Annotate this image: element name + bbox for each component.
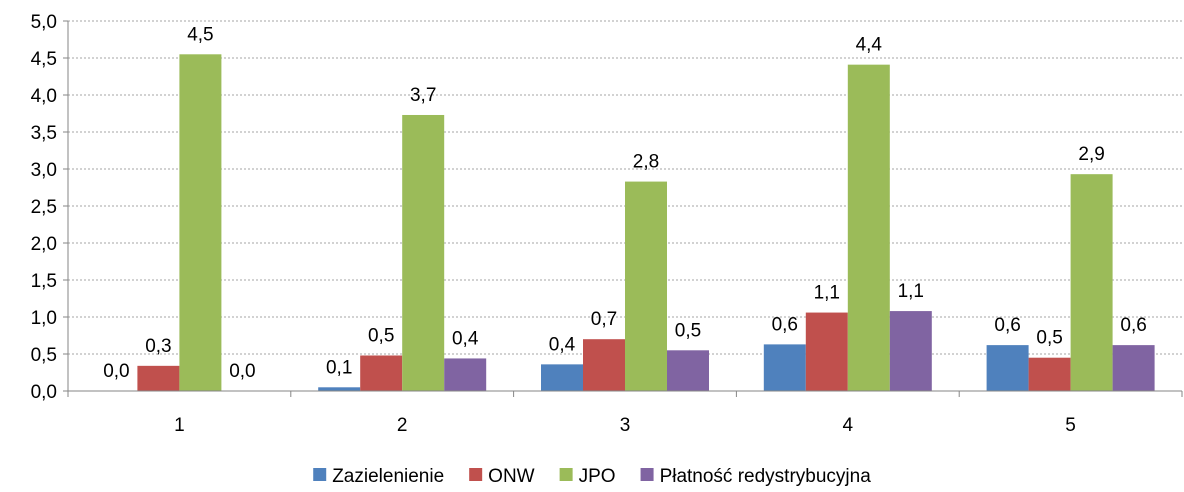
y-tick-label: 3,5 — [31, 123, 57, 144]
data-label: 0,5 — [368, 325, 394, 346]
legend-swatch — [559, 468, 573, 481]
bar — [763, 344, 806, 391]
bar — [360, 355, 403, 391]
data-label: 0,0 — [229, 361, 255, 382]
bar — [318, 387, 361, 391]
y-tick-label: 4,5 — [31, 49, 57, 70]
bar — [667, 350, 709, 391]
bar — [625, 181, 667, 391]
x-tick-label: 1 — [174, 415, 185, 436]
data-label: 0,5 — [1036, 328, 1062, 349]
data-label: 1,1 — [898, 281, 924, 302]
bar — [1070, 174, 1113, 391]
bar — [986, 345, 1029, 391]
y-tick-label: 0,5 — [31, 345, 57, 366]
data-label: 4,5 — [187, 24, 213, 45]
y-tick-label: 0,0 — [31, 382, 57, 403]
data-label: 0,6 — [772, 314, 798, 335]
data-label: 0,0 — [103, 361, 129, 382]
bar — [179, 54, 222, 392]
data-label: 4,4 — [856, 35, 883, 56]
data-label: 1,1 — [814, 283, 840, 304]
data-label: 0,1 — [326, 357, 352, 378]
bar — [889, 311, 932, 391]
y-tick-label: 2,0 — [31, 234, 57, 255]
data-label: 0,6 — [1120, 315, 1146, 336]
bar — [137, 365, 180, 391]
data-label: 2,8 — [633, 152, 659, 173]
bar — [402, 114, 445, 391]
legend: Zazielenienie ONW JPO Płatność redystrybucy… — [313, 466, 871, 487]
data-labels: 0,0 0,3 4,5 0,0 0,1 0,5 3,7 0,4 0,4 0,7 2,8 0,5 0,6 1… — [103, 24, 1147, 382]
legend-label: Płatność redystrybucyjna — [660, 466, 872, 487]
x-tick-label: 2 — [397, 415, 408, 436]
data-label: 2,9 — [1078, 144, 1104, 165]
y-tick-label: 3,0 — [31, 160, 57, 181]
legend-label: Zazielenienie — [332, 466, 444, 487]
bars — [137, 54, 1155, 392]
x-tick-label: 4 — [843, 415, 854, 436]
bar — [1028, 357, 1071, 391]
legend-swatch — [469, 468, 483, 481]
bar — [583, 339, 625, 391]
legend-label: JPO — [579, 466, 616, 487]
legend-swatch — [313, 468, 327, 481]
y-tick-label: 2,5 — [31, 197, 57, 218]
data-label: 0,3 — [145, 336, 171, 357]
y-tick-label: 1,0 — [31, 308, 57, 329]
axes — [67, 21, 1183, 397]
data-label: 0,6 — [994, 315, 1020, 336]
y-tick-label: 4,0 — [31, 86, 57, 107]
bar — [805, 312, 848, 391]
legend-label: ONW — [488, 466, 535, 487]
data-label: 0,5 — [675, 320, 701, 341]
x-tick-label: 3 — [620, 415, 631, 436]
data-label: 0,4 — [549, 334, 576, 355]
x-tick-label: 5 — [1065, 415, 1076, 436]
x-tick-labels: 1 2 3 4 5 — [174, 415, 1076, 436]
y-tick-labels: 0,0 0,5 1,0 1,5 2,0 2,5 3,0 3,5 4,0 4,5 5,0 — [31, 12, 57, 403]
data-label: 3,7 — [410, 85, 436, 106]
bar — [1112, 345, 1155, 391]
bar — [444, 358, 487, 391]
data-label: 0,4 — [452, 328, 479, 349]
bar — [847, 64, 890, 391]
data-label: 0,7 — [591, 309, 617, 330]
y-tick-label: 1,5 — [31, 271, 57, 292]
bar — [541, 364, 583, 391]
y-tick-label: 5,0 — [31, 12, 57, 33]
legend-swatch — [640, 468, 654, 481]
